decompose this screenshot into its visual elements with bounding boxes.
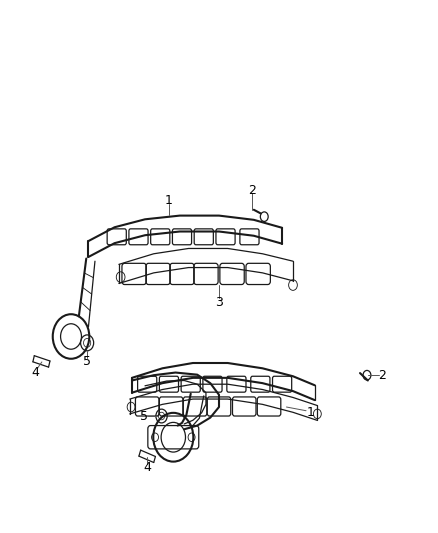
Text: 5: 5 [140,409,148,423]
Text: 1: 1 [165,194,173,207]
Text: 5: 5 [83,356,91,368]
Text: 4: 4 [143,462,151,474]
Text: 2: 2 [248,184,256,197]
Text: 4: 4 [32,366,39,379]
Text: 1: 1 [307,406,314,419]
Text: 2: 2 [378,369,386,382]
Text: 3: 3 [215,296,223,309]
